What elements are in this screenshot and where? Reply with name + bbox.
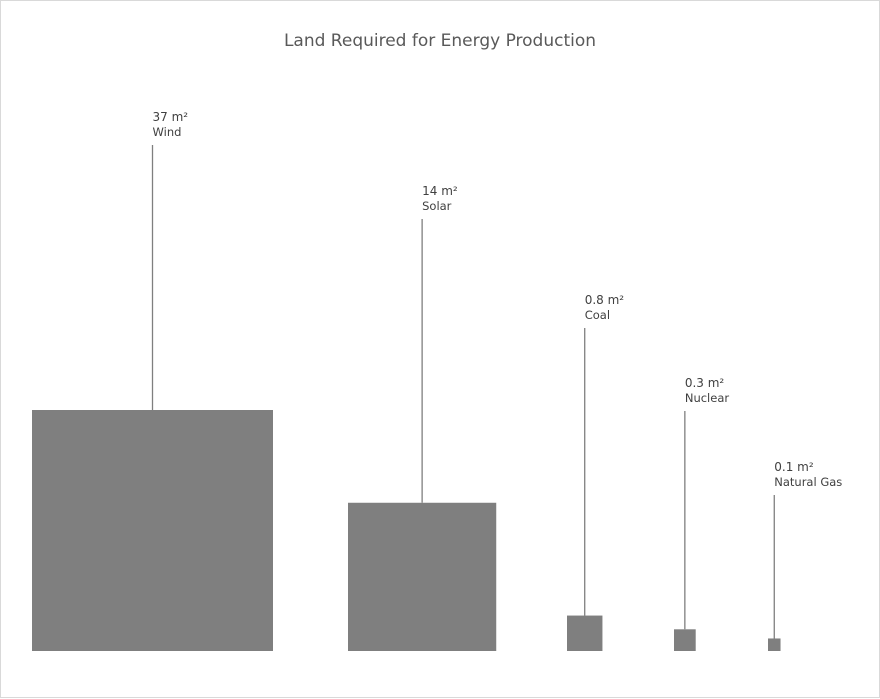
bar-nuclear bbox=[674, 629, 696, 651]
value-label-solar: 14 m² bbox=[422, 184, 458, 198]
value-label-natural-gas: 0.1 m² bbox=[774, 460, 814, 474]
category-label-nuclear: Nuclear bbox=[685, 391, 730, 405]
category-label-coal: Coal bbox=[585, 308, 610, 322]
chart-title: Land Required for Energy Production bbox=[283, 31, 597, 51]
bar-solar bbox=[348, 502, 497, 651]
bar-natural-gas bbox=[768, 638, 781, 651]
value-label-wind: 37 m² bbox=[153, 110, 189, 124]
value-label-nuclear: 0.3 m² bbox=[685, 376, 725, 390]
value-label-coal: 0.8 m² bbox=[585, 293, 625, 307]
category-label-natural-gas: Natural Gas bbox=[774, 475, 842, 489]
category-label-solar: Solar bbox=[422, 199, 452, 213]
bar-coal bbox=[567, 615, 603, 651]
bar-wind bbox=[32, 410, 273, 651]
category-label-wind: Wind bbox=[153, 125, 182, 139]
